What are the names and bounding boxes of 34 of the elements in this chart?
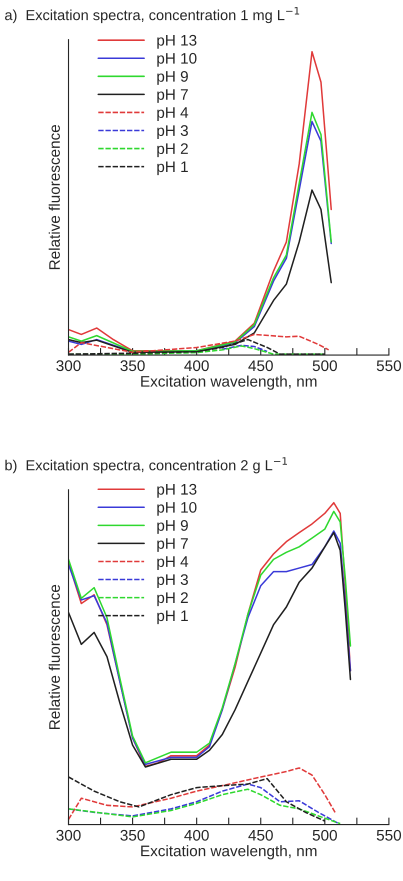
legend-label: pH 3 (157, 574, 188, 588)
x-tick-label: 450 (248, 360, 273, 372)
x-tick-label: 550 (376, 830, 402, 841)
x-tick-label: 300 (56, 360, 81, 372)
y-axis-title: Relative fluorescence (48, 584, 60, 729)
x-tick-label: 350 (120, 830, 145, 841)
legend-label: pH 7 (157, 89, 188, 103)
x-tick-label: 450 (248, 830, 273, 841)
x-axis-title: Excitation wavelength, nm (141, 376, 316, 390)
x-tick-label: 550 (376, 360, 402, 372)
y-axis-title: Relative fluorescence (48, 124, 60, 270)
legend-label: pH 4 (157, 107, 188, 121)
x-axis-title: Excitation wavelength, nm (141, 845, 316, 860)
x-tick-label: 300 (56, 830, 81, 841)
legend-label: pH 4 (157, 556, 188, 570)
legend-label: pH 3 (157, 125, 188, 140)
legend-label: pH 7 (157, 538, 188, 552)
legend-label: pH 10 (157, 502, 197, 516)
legend-label: pH 2 (157, 143, 188, 158)
legend-label: pH 1 (157, 161, 188, 176)
x-tick-label: 400 (184, 360, 209, 372)
legend-label: pH 13 (157, 484, 196, 498)
legend-label: pH 9 (157, 520, 188, 534)
legend-label: pH 10 (157, 52, 197, 67)
x-tick-label: 350 (120, 360, 145, 372)
chart-title: a) Excitation spectra, concentration 1 mg L$^{−1}$ (5, 7, 300, 24)
legend-label: pH 9 (157, 70, 188, 85)
legend-label: pH 1 (157, 610, 188, 624)
chart-title: b) Excitation spectra, concentration 2 g L$^{−1}$ (5, 457, 287, 474)
legend-label: pH 2 (157, 592, 188, 606)
x-tick-label: 500 (312, 360, 337, 372)
x-tick-label: 400 (184, 830, 209, 841)
x-tick-label: 500 (312, 830, 337, 841)
legend-label: pH 13 (157, 34, 196, 49)
